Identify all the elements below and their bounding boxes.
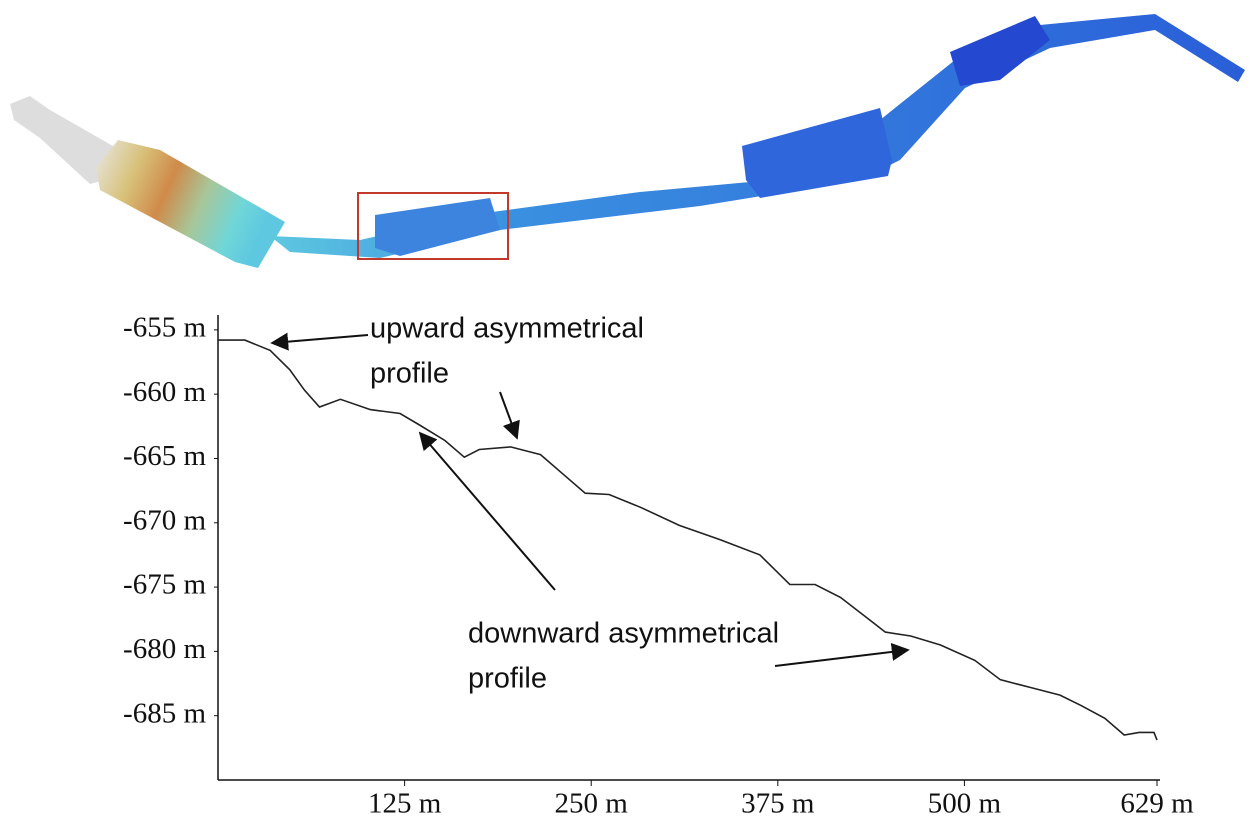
annotation-arrow <box>420 433 555 590</box>
bathymetry-render <box>10 14 1245 268</box>
figure: -655 m -660 m -665 m -670 m -675 m -680 m -685… <box>0 0 1257 824</box>
y-tick-label: -665 m <box>123 440 206 472</box>
x-tick-label: 125 m <box>368 788 442 820</box>
annotation-arrow <box>500 392 517 438</box>
render-blue-block <box>950 16 1050 86</box>
render-colored-block <box>96 140 285 268</box>
y-tick-label: -660 m <box>123 376 206 408</box>
annotation-arrow <box>272 335 368 343</box>
x-tick-label: 629 m <box>1120 788 1194 820</box>
annotation-text: profile <box>370 358 449 390</box>
render-blue-block <box>742 108 892 198</box>
y-tick-label: -680 m <box>123 633 206 665</box>
x-tick-label: 375 m <box>741 788 815 820</box>
chart: -655 m -660 m -665 m -670 m -675 m -680 m -685… <box>123 312 1194 820</box>
y-tick-label: -655 m <box>123 312 206 344</box>
page: {"chart_data": { "type": "line", "x": [0… <box>0 0 1257 824</box>
profile-line <box>218 340 1157 740</box>
x-tick-label: 250 m <box>555 788 629 820</box>
annotation-text: downward asymmetrical <box>468 618 779 650</box>
x-tick-label: 500 m <box>928 788 1002 820</box>
y-tick-label: -670 m <box>123 504 206 536</box>
y-tick-label: -675 m <box>123 569 206 601</box>
annotation-arrow <box>775 650 908 666</box>
annotation-text: profile <box>468 663 547 695</box>
annotation-text: upward asymmetrical <box>370 313 644 345</box>
y-tick-label: -685 m <box>123 697 206 729</box>
render-highlight-block <box>375 198 500 256</box>
